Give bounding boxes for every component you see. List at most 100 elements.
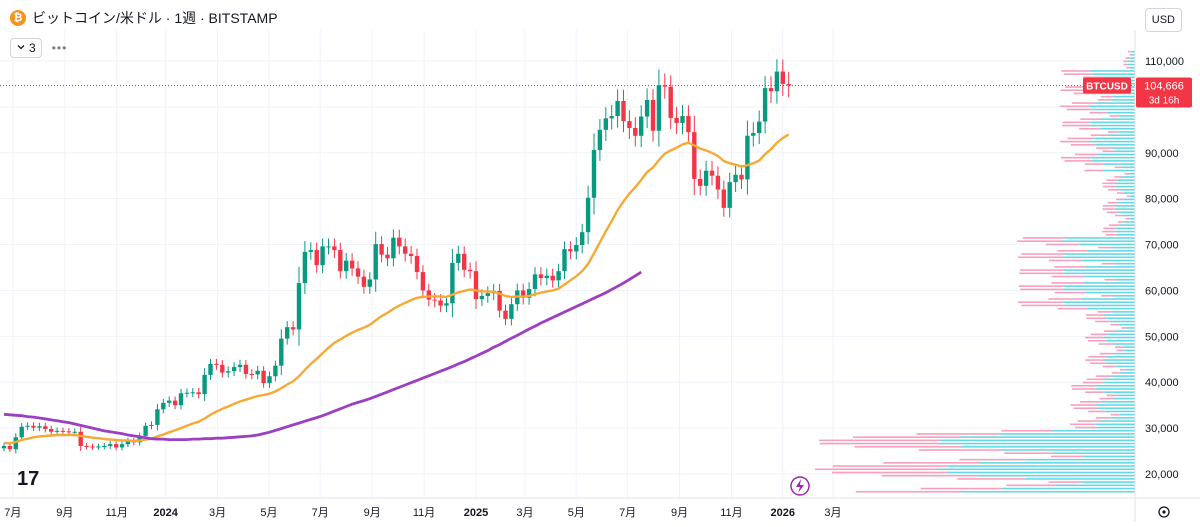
volume-profile-bar-down: [1086, 317, 1105, 320]
volume-profile-bar-down: [1097, 311, 1112, 313]
volume-profile-bar-down: [1106, 394, 1118, 397]
candle-body: [479, 295, 485, 300]
volume-profile-bar-up: [1117, 394, 1135, 397]
candle-body: [190, 392, 195, 394]
volume-profile-bar-down: [1129, 54, 1132, 56]
volume-profile-bar-down: [1102, 150, 1115, 153]
more-options-button[interactable]: •••: [51, 41, 68, 55]
volume-profile-bar-down: [1017, 301, 1063, 304]
volume-profile-bar-down: [1101, 262, 1115, 265]
volume-profile-bar-down: [1086, 378, 1106, 381]
volume-profile-bar-up: [1105, 378, 1135, 381]
candle-body: [54, 430, 60, 432]
tradingview-logo: 17: [17, 468, 39, 490]
candle-body: [562, 249, 567, 272]
candle-body: [420, 272, 426, 291]
candle-body: [768, 88, 774, 92]
ema-short-line: [3, 133, 790, 445]
candle-body: [143, 425, 148, 436]
volume-profile-bar-down: [1127, 50, 1131, 53]
volume-profile-bar-down: [959, 458, 1027, 461]
candle-body: [149, 424, 154, 426]
volume-profile-bar-up: [1118, 189, 1135, 191]
volume-profile-bar-down: [1114, 166, 1123, 169]
volume-profile-bar-up: [1106, 410, 1135, 413]
volume-profile-bar-up: [1111, 311, 1135, 313]
x-tick-label: 7月: [619, 507, 636, 519]
volume-profile-bar-down: [1004, 452, 1054, 455]
volume-profile-bar-down: [1102, 365, 1115, 368]
volume-profile-bar-down: [1057, 250, 1087, 252]
candle-body: [521, 290, 526, 298]
volume-profile-bar-up: [1097, 426, 1135, 429]
volume-profile-bar-up: [1101, 118, 1135, 120]
chart-header: ₿ ビットコイン/米ドル · 1週 · BITSTAMP: [10, 8, 278, 28]
candle-body: [226, 371, 231, 373]
candle-body: [373, 244, 378, 280]
volume-profile-bar-down: [1087, 339, 1106, 342]
candle-body: [532, 274, 538, 290]
volume-profile-bar-down: [1006, 484, 1056, 487]
volume-profile-bar-up: [1110, 147, 1135, 149]
candle-body: [503, 310, 508, 319]
candle-body: [432, 299, 437, 301]
volume-profile-bar-up: [1105, 339, 1135, 342]
volume-profile-bar-down: [1073, 407, 1097, 410]
volume-profile-bar-up: [1119, 115, 1135, 117]
currency-button[interactable]: USD: [1144, 8, 1182, 32]
x-tick-label: 2024: [153, 507, 178, 519]
volume-profile-bar-down: [1018, 285, 1064, 287]
volume-profile-bar-up: [1127, 63, 1135, 66]
volume-profile-bar-down: [1109, 115, 1120, 117]
candle-body: [167, 400, 172, 403]
volume-profile-bar-up: [1083, 275, 1135, 278]
volume-profile-bar-down: [1072, 388, 1097, 390]
volume-profile-bar-up: [1064, 253, 1135, 255]
volume-profile-bar-up: [961, 445, 1135, 448]
candle-body: [639, 116, 644, 136]
volume-profile-bar-down: [832, 471, 948, 474]
volume-profile-bar-up: [1089, 156, 1135, 159]
volume-profile-bar-up: [1129, 66, 1135, 69]
candle-body: [485, 293, 490, 296]
volume-profile-bar-up: [1116, 233, 1135, 236]
volume-profile-bar-down: [1126, 66, 1130, 69]
candle-body: [66, 431, 72, 433]
volume-profile-bar-down: [1070, 423, 1095, 426]
candle-body: [367, 279, 372, 287]
candle-body: [43, 426, 48, 430]
candle-body: [662, 85, 667, 87]
candle-body: [414, 256, 420, 273]
volume-profile-bar-down: [1020, 288, 1064, 291]
candle-body: [609, 116, 614, 119]
volume-profile-bar-up: [1107, 362, 1135, 365]
volume-profile-bar-up: [1115, 330, 1135, 332]
volume-profile-bar-up: [1104, 317, 1135, 320]
volume-profile-bar-up: [1093, 137, 1135, 140]
candle-body: [332, 246, 337, 251]
volume-profile-bar-down: [1085, 336, 1105, 339]
candle-body: [668, 86, 673, 118]
volume-profile-bar-up: [1095, 384, 1135, 387]
candle-body: [591, 150, 597, 198]
volume-profile-bar-up: [1102, 76, 1135, 79]
volume-profile-bar-up: [1104, 336, 1135, 339]
countdown-label: 3d 16h: [1149, 95, 1180, 106]
volume-profile-bar-up: [1086, 250, 1135, 252]
volume-profile-bar-down: [1096, 147, 1111, 149]
x-tick-label: 5月: [568, 507, 585, 519]
volume-profile-bar-up: [939, 439, 1135, 442]
volume-profile-bar-down: [1104, 278, 1117, 281]
candle-body: [698, 178, 703, 186]
volume-profile-bar-down: [1095, 417, 1111, 419]
volume-profile-bar-up: [1110, 320, 1135, 323]
volume-profile-bar-down: [1095, 320, 1111, 323]
volume-profile-bar-down: [1106, 179, 1118, 181]
indicators-toggle-button[interactable]: 3: [10, 38, 42, 58]
candle-body: [745, 135, 750, 180]
candle-body: [161, 402, 166, 410]
volume-profile-bar-down: [1115, 346, 1123, 349]
x-tick-label: 9月: [364, 507, 381, 519]
